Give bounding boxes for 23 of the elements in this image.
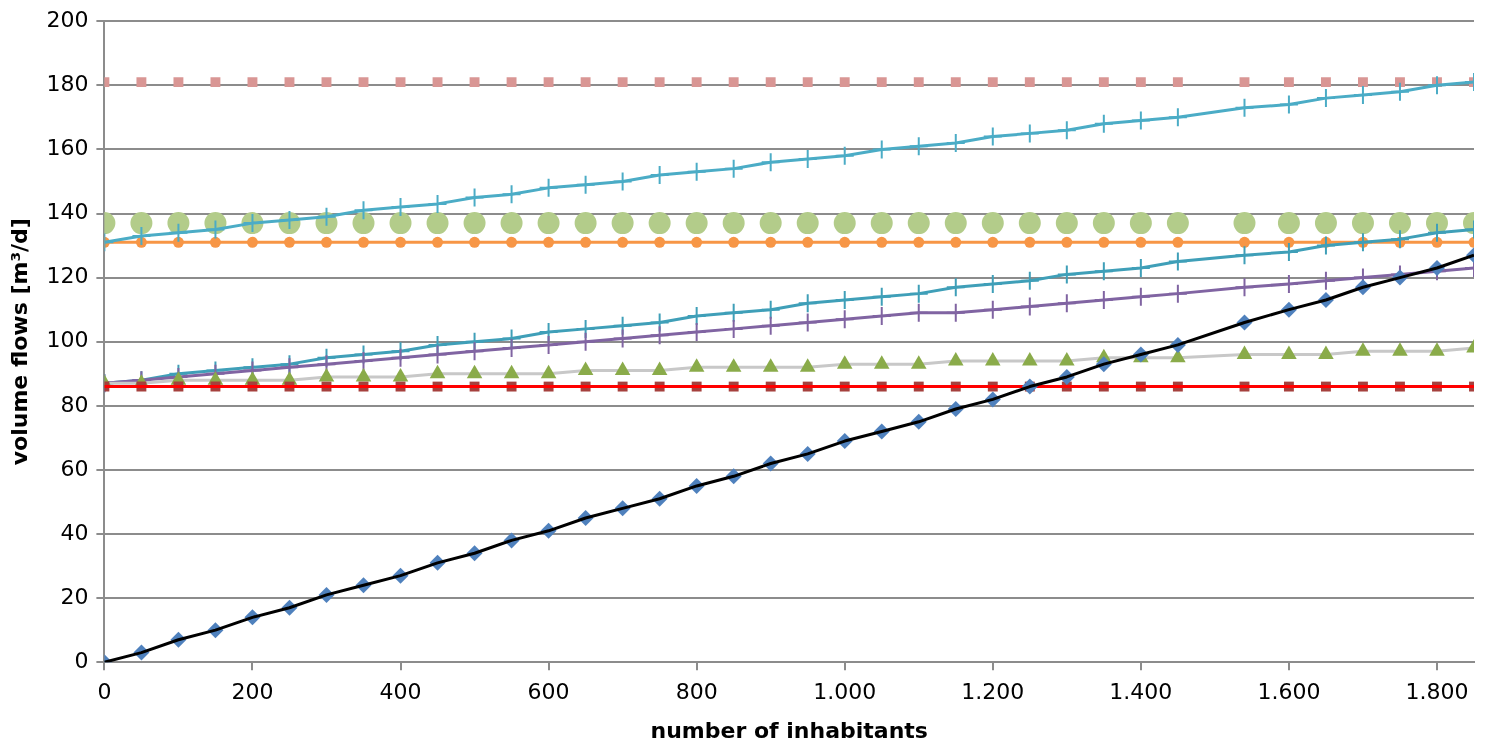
x-tick-label: 1.800 [1405, 679, 1469, 705]
x-tick-label: 400 [379, 679, 422, 705]
y-tick-label: 120 [46, 263, 89, 289]
x-tick-label: 1.400 [1109, 679, 1173, 705]
x-tick-label: 1.000 [813, 679, 877, 705]
x-tick-label: 1.600 [1257, 679, 1321, 705]
y-tick-label: 80 [60, 391, 89, 417]
y-tick-label: 40 [60, 519, 89, 545]
y-tick-label: 0 [74, 647, 89, 673]
y-tick-label: 20 [60, 583, 89, 609]
x-tick-label: 800 [675, 679, 718, 705]
y-tick-label: 60 [60, 455, 89, 481]
y-axis-title: volume flows [m³/d] [6, 218, 32, 466]
y-tick-label: 180 [46, 71, 89, 97]
x-tick-label: 200 [231, 679, 274, 705]
y-tick-label: 200 [46, 6, 89, 32]
x-tick-label: 0 [97, 679, 112, 705]
y-tick-label: 140 [46, 199, 89, 225]
y-tick-label: 160 [46, 135, 89, 161]
x-axis-title: number of inhabitants [650, 717, 928, 743]
x-tick-label: 1.200 [961, 679, 1025, 705]
x-tick-label: 600 [527, 679, 570, 705]
y-tick-label: 100 [46, 327, 89, 353]
